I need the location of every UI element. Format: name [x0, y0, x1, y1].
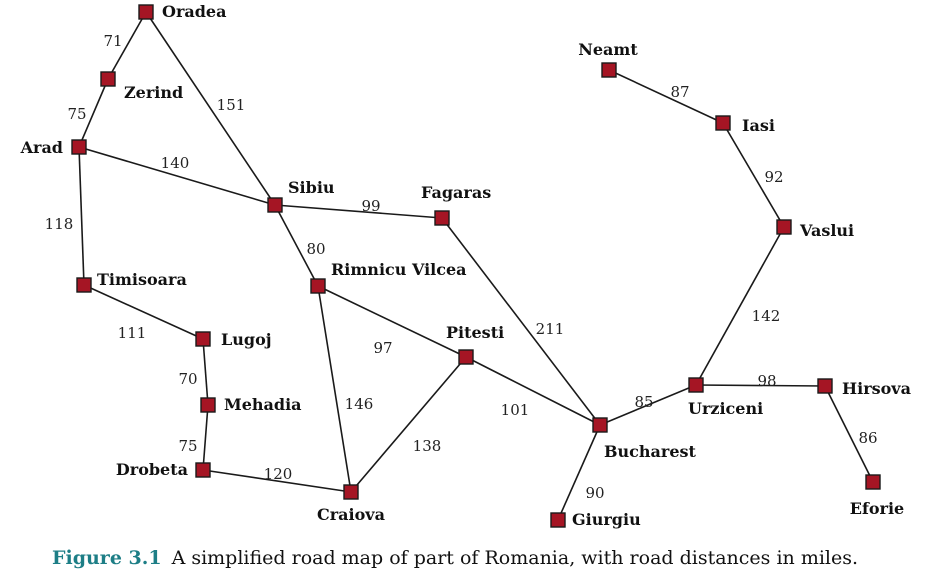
distance-label-arad-sibiu: 140 [161, 154, 190, 172]
distance-label-urziceni-hirsova: 98 [757, 372, 776, 390]
road-sibiu-rimnicu [274, 204, 319, 287]
city-node-pitesti [458, 349, 474, 365]
city-label-eforie: Eforie [850, 499, 904, 518]
distance-label-vaslui-iasi: 92 [764, 168, 783, 186]
road-bucharest-urziceni [599, 384, 697, 426]
distance-label-bucharest-giurgiu: 90 [585, 484, 604, 502]
city-node-fagaras [434, 210, 450, 226]
city-label-fagaras: Fagaras [421, 183, 491, 202]
city-node-giurgiu [550, 512, 566, 528]
distance-label-lugoj-mehadia: 70 [178, 370, 197, 388]
city-node-drobeta [195, 462, 211, 478]
distance-label-fagaras-bucharest: 211 [536, 320, 565, 338]
road-craiova-pitesti [350, 356, 467, 493]
city-label-rimnicu: Rimnicu Vilcea [331, 260, 467, 279]
road-urziceni-vaslui [695, 226, 785, 386]
road-rimnicu-pitesti [317, 285, 467, 358]
city-node-lugoj [195, 331, 211, 347]
city-label-iasi: Iasi [742, 116, 775, 135]
road-rimnicu-craiova [317, 285, 352, 493]
road-fagaras-bucharest [441, 217, 601, 426]
city-node-urziceni [688, 377, 704, 393]
city-node-craiova [343, 484, 359, 500]
distance-label-rimnicu-craiova: 146 [345, 395, 374, 413]
distance-label-arad-timisoara: 118 [45, 215, 74, 233]
city-node-iasi [715, 115, 731, 131]
city-label-hirsova: Hirsova [842, 379, 911, 398]
city-node-zerind [100, 71, 116, 87]
city-labels-layer: Oradea Zerind Arad Timisoara Lugoj Mehadia Dro… [20, 2, 911, 529]
city-label-drobeta: Drobeta [116, 460, 188, 479]
city-node-bucharest [592, 417, 608, 433]
city-label-giurgiu: Giurgiu [572, 510, 641, 529]
distance-label-rimnicu-pitesti: 97 [373, 339, 392, 357]
road-bucharest-giurgiu [557, 424, 601, 521]
road-drobeta-craiova [202, 469, 352, 493]
road-zerind-arad [78, 78, 109, 148]
distance-label-zerind-arad: 75 [67, 105, 86, 123]
road-oradea-zerind [107, 11, 147, 80]
caption-text: A simplified road map of part of Romania… [171, 547, 859, 569]
figure-caption: Figure 3.1 A simplified road map of part … [52, 547, 858, 569]
city-label-sibiu: Sibiu [288, 178, 335, 197]
road-pitesti-bucharest [465, 356, 601, 426]
city-node-eforie [865, 474, 881, 490]
city-label-craiova: Craiova [317, 505, 385, 524]
road-arad-sibiu [78, 146, 276, 206]
distance-label-craiova-pitesti: 138 [413, 437, 442, 455]
roads-layer [78, 11, 874, 521]
city-label-timisoara: Timisoara [97, 270, 187, 289]
road-arad-timisoara [78, 146, 85, 286]
city-node-oradea [138, 4, 154, 20]
city-label-zerind: Zerind [124, 83, 183, 102]
distance-label-oradea-zerind: 71 [103, 32, 122, 50]
distance-label-bucharest-urziceni: 85 [634, 393, 653, 411]
distance-label-mehadia-drobeta: 75 [178, 437, 197, 455]
distance-label-sibiu-fagaras: 99 [361, 197, 380, 215]
city-label-mehadia: Mehadia [224, 395, 302, 414]
city-label-bucharest: Bucharest [604, 442, 697, 461]
distance-label-timisoara-lugoj: 111 [118, 324, 147, 342]
road-urziceni-hirsova [695, 384, 826, 387]
city-label-pitesti: Pitesti [446, 323, 504, 342]
caption-label: Figure 3.1 [52, 547, 162, 569]
road-vaslui-iasi [722, 122, 785, 228]
distances-layer: 71 75 151 140 118 111 70 75 120 99 80 97 146 138 211 10… [45, 32, 878, 502]
road-iasi-neamt [608, 69, 724, 124]
city-label-arad: Arad [20, 138, 63, 157]
city-label-urziceni: Urziceni [688, 399, 763, 418]
distance-label-pitesti-bucharest: 101 [501, 401, 530, 419]
distance-label-oradea-sibiu: 151 [217, 96, 246, 114]
city-label-vaslui: Vaslui [799, 221, 854, 240]
city-node-hirsova [817, 378, 833, 394]
city-label-lugoj: Lugoj [221, 330, 272, 349]
city-node-rimnicu [310, 278, 326, 294]
road-sibiu-fagaras [274, 204, 443, 219]
distance-label-drobeta-craiova: 120 [264, 465, 293, 483]
road-hirsova-eforie [824, 385, 874, 483]
city-node-timisoara [76, 277, 92, 293]
distance-label-sibiu-rimnicu: 80 [306, 240, 325, 258]
distance-label-iasi-neamt: 87 [670, 83, 689, 101]
road-oradea-sibiu [145, 11, 276, 206]
road-mehadia-drobeta [202, 404, 209, 471]
city-label-oradea: Oradea [162, 2, 226, 21]
city-node-arad [71, 139, 87, 155]
city-node-vaslui [776, 219, 792, 235]
cities-layer [71, 4, 881, 528]
distance-label-hirsova-eforie: 86 [858, 429, 877, 447]
distance-label-urziceni-vaslui: 142 [752, 307, 781, 325]
city-node-sibiu [267, 197, 283, 213]
city-node-mehadia [200, 397, 216, 413]
city-label-neamt: Neamt [578, 40, 638, 59]
road-lugoj-mehadia [202, 338, 209, 406]
city-node-neamt [601, 62, 617, 78]
road-timisoara-lugoj [83, 284, 204, 340]
